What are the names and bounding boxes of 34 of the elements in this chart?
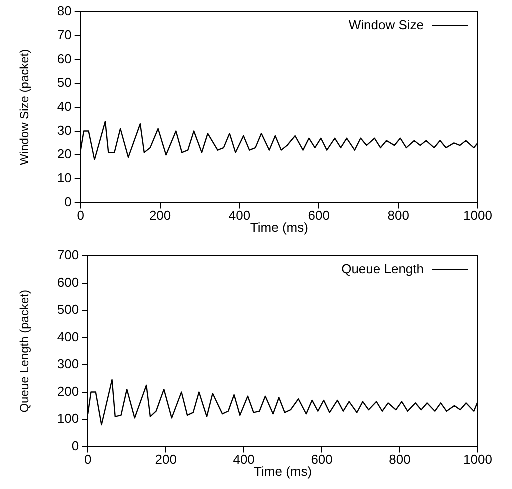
x-tick-label: 800 — [388, 208, 410, 224]
x-tick-label: 200 — [149, 208, 172, 224]
y-tick-label: 20 — [57, 146, 72, 162]
x-tick-label: 1000 — [464, 452, 492, 468]
y-tick-label: 50 — [57, 75, 72, 90]
x-tick-label: 200 — [155, 452, 177, 468]
y-tick-label: 100 — [57, 411, 80, 426]
y-tick-label: 700 — [57, 248, 80, 263]
y-tick-label: 70 — [57, 27, 72, 42]
legend-label: Queue Length — [342, 262, 424, 277]
y-tick-label: 30 — [57, 122, 72, 138]
y-tick-label: 0 — [72, 438, 80, 454]
y-tick-label: 500 — [57, 302, 80, 318]
x-axis-title: Time (ms) — [250, 220, 308, 235]
y-tick-label: 10 — [57, 170, 72, 186]
x-tick-label: 600 — [308, 208, 330, 224]
y-axis-title: Window Size (packet) — [18, 49, 32, 166]
x-tick-label: 600 — [311, 452, 333, 468]
y-tick-label: 60 — [57, 51, 72, 66]
y-tick-label: 600 — [57, 274, 80, 290]
x-tick-label: 400 — [233, 452, 255, 468]
y-tick-label: 40 — [57, 98, 72, 114]
y-tick-label: 0 — [64, 194, 72, 210]
x-tick-label: 800 — [389, 452, 411, 468]
y-tick-label: 300 — [57, 356, 80, 372]
x-tick-label: 0 — [84, 452, 92, 468]
x-tick-label: 1000 — [464, 208, 492, 224]
y-tick-label: 400 — [57, 329, 80, 344]
y-tick-label: 200 — [57, 384, 80, 399]
x-axis-title: Time (ms) — [254, 464, 312, 479]
legend-label: Window Size — [348, 18, 424, 33]
y-tick-label: 80 — [57, 4, 72, 19]
y-axis-title: Queue Length (packet) — [18, 290, 32, 413]
x-tick-label: 400 — [228, 208, 251, 224]
